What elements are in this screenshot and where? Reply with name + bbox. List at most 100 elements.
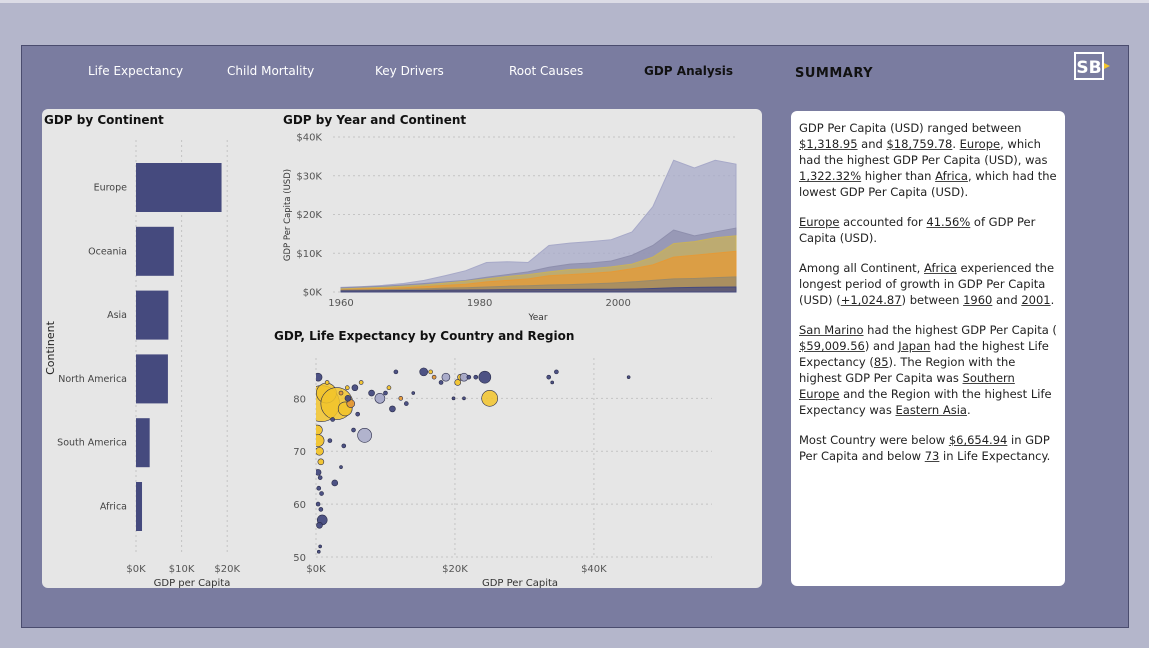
- scatter-point: [317, 458, 325, 466]
- bar-category-label: Africa: [100, 502, 127, 513]
- summary-text: and: [992, 293, 1022, 307]
- scatter-point: [393, 369, 399, 375]
- scatter-point: [411, 391, 416, 395]
- scatter-point: [389, 405, 396, 413]
- summary-text: had the highest GDP Per Capita (: [863, 323, 1057, 337]
- scatter-point: [316, 446, 324, 456]
- scatter-point: [431, 374, 437, 380]
- area-series: [340, 276, 737, 293]
- bar-category-label: Asia: [107, 310, 127, 321]
- scatter-point: [344, 385, 350, 391]
- scatter-point: [341, 443, 347, 449]
- scatter-point: [386, 385, 392, 391]
- summary-highlight: 2001: [1021, 293, 1051, 307]
- scatter-point: [318, 507, 324, 512]
- tab-gdp-analysis[interactable]: GDP Analysis: [644, 64, 734, 78]
- scatter-point: [550, 380, 555, 385]
- scatter-point: [355, 411, 360, 417]
- summary-heading: SUMMARY: [795, 66, 874, 81]
- scatter-point: [466, 374, 472, 380]
- logo: SB: [1074, 52, 1110, 80]
- scatter-point: [462, 396, 466, 401]
- scatter-point: [316, 469, 322, 476]
- summary-text: higher than: [861, 169, 936, 183]
- scatter-point: [318, 544, 322, 549]
- bar-category-label: Europe: [94, 183, 128, 194]
- bar-chart-title: GDP by Continent: [44, 113, 164, 127]
- summary-highlight: Africa: [923, 261, 957, 275]
- summary-text: in Life Expectancy.: [939, 449, 1051, 463]
- scatter-point: [339, 465, 343, 469]
- bar-y-axis-label: Continent: [44, 320, 57, 374]
- scatter-points: [316, 367, 631, 554]
- summary-highlight: 1960: [963, 293, 993, 307]
- scatter-point: [383, 390, 388, 396]
- summary-text: Most Country were below: [799, 433, 949, 447]
- summary-highlight: 41.56%: [926, 215, 971, 229]
- scatter-point: [357, 428, 372, 443]
- scatter-point: [351, 427, 356, 433]
- scatter-point: [438, 380, 444, 385]
- logo-arrow-icon: [1104, 63, 1110, 69]
- bar: [136, 418, 150, 468]
- summary-text: of GDP Per Capita (USD).: [799, 215, 1036, 245]
- bar: [136, 226, 174, 276]
- scatter-point: [419, 367, 428, 377]
- summary-highlight: 1,322.32%: [799, 169, 862, 183]
- area-x-tick: 2000: [605, 298, 630, 309]
- scatter-point: [316, 424, 323, 436]
- area-series: [340, 286, 737, 293]
- scatter-point: [327, 438, 333, 443]
- summary-paragraph: San Marino had the highest GDP Per Capit…: [799, 322, 1057, 418]
- scatter-point: [451, 396, 456, 401]
- area-x-tick: 1960: [328, 298, 353, 309]
- summary-text: , which had the lowest GDP Per Capita (U…: [799, 169, 1057, 199]
- summary-text: and the Region with the highest Life Exp…: [799, 387, 1052, 417]
- scatter-y-tick: 50: [293, 553, 306, 564]
- bar: [136, 163, 222, 212]
- summary-panel: GDP Per Capita (USD) ranged between $1,3…: [791, 111, 1065, 586]
- area-chart-title: GDP by Year and Continent: [283, 113, 467, 127]
- scatter-point: [428, 369, 433, 375]
- summary-highlight: $1,318.95: [799, 137, 858, 151]
- scatter-x-tick: $40K: [581, 564, 607, 575]
- summary-highlight: Southern Europe: [799, 371, 1015, 401]
- bar: [136, 354, 168, 404]
- summary-text: , which had the highest GDP Per Capita (…: [799, 137, 1048, 167]
- summary-text: GDP Per Capita (USD) ranged between: [799, 121, 1022, 135]
- scatter-point: [358, 380, 364, 385]
- summary-highlight: +1,024.87: [840, 293, 902, 307]
- summary-highlight: 85: [873, 355, 889, 369]
- bar-x-axis-label: GDP per Capita: [154, 578, 231, 589]
- scatter-point: [331, 479, 339, 487]
- summary-paragraph: Most Country were below $6,654.94 in GDP…: [799, 432, 1057, 464]
- area-x-axis-label: Year: [527, 313, 547, 323]
- area-y-tick: $10K: [296, 249, 322, 260]
- summary-highlight: $6,654.94: [948, 433, 1008, 447]
- summary-highlight: Europe: [799, 215, 840, 229]
- summary-text: .: [1050, 293, 1055, 307]
- summary-highlight: $18,759.78: [886, 137, 953, 151]
- tab-child-mortality[interactable]: Child Mortality: [227, 64, 315, 78]
- summary-text: ) and: [864, 339, 899, 353]
- summary-highlight: $59,009.56: [799, 339, 865, 353]
- summary-highlight: Eastern Asia: [895, 403, 967, 417]
- tab-root-causes[interactable]: Root Causes: [509, 64, 584, 78]
- scatter-point: [473, 374, 479, 380]
- scatter-point: [368, 389, 375, 397]
- tab-life-expectancy[interactable]: Life Expectancy: [88, 64, 184, 78]
- summary-highlight: Africa: [935, 169, 968, 183]
- summary-highlight: Japan: [898, 339, 931, 353]
- bar-category-label: North America: [58, 374, 127, 385]
- scatter-point: [344, 395, 352, 402]
- tab-key-drivers[interactable]: Key Drivers: [375, 64, 444, 78]
- scatter-point: [316, 521, 323, 529]
- scatter-point: [454, 379, 462, 386]
- summary-text: .: [966, 403, 971, 417]
- summary-paragraph: GDP Per Capita (USD) ranged between $1,3…: [799, 120, 1057, 200]
- scatter-x-axis-label: GDP Per Capita: [482, 578, 558, 589]
- scatter-point: [316, 549, 321, 554]
- scatter-point: [316, 434, 325, 447]
- scatter-point: [478, 370, 492, 384]
